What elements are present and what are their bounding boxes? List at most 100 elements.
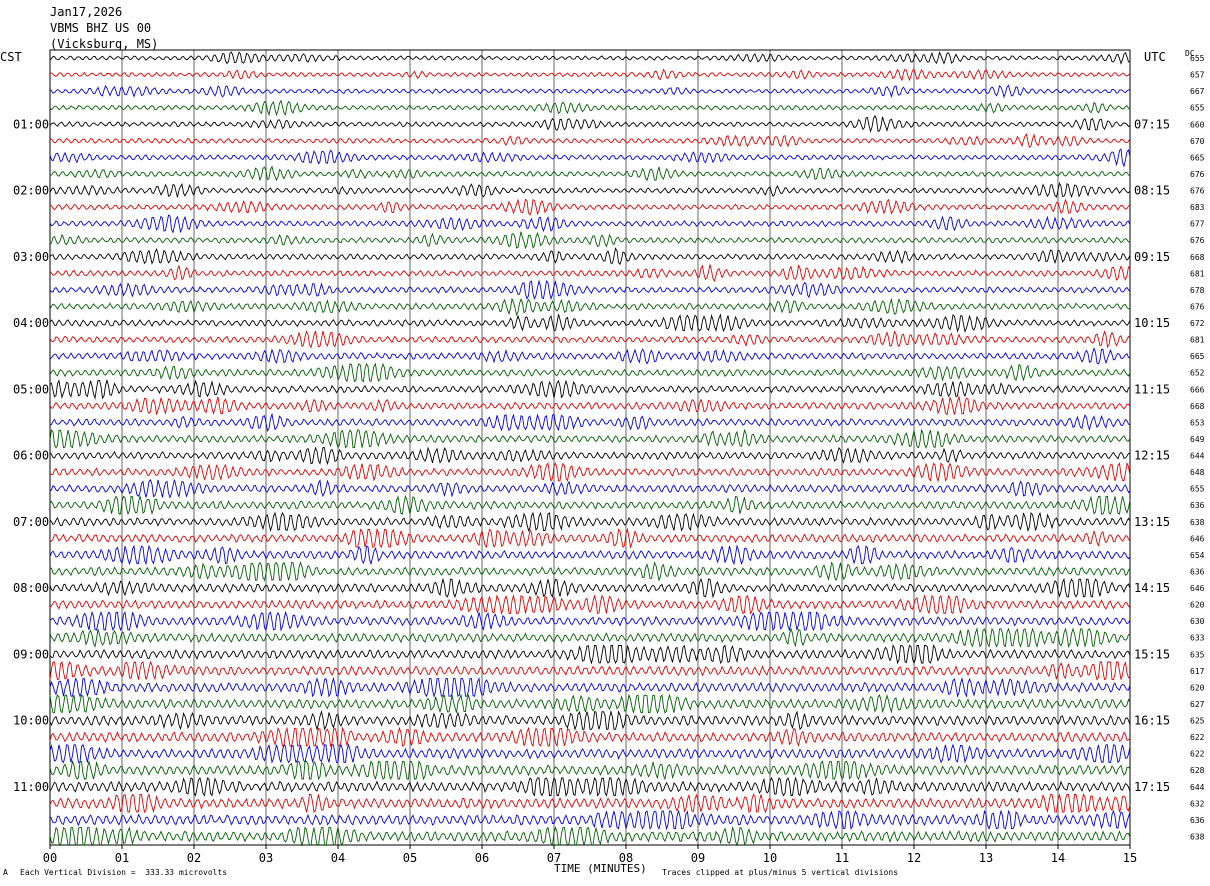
dc-offset-label: 636 [1190, 816, 1205, 825]
right-time-label: 14:15 [1134, 581, 1170, 595]
seismic-trace [49, 644, 1131, 665]
dc-offset-label: 655 [1190, 104, 1205, 113]
seismic-trace [49, 347, 1131, 365]
left-time-label: 11:00 [13, 780, 49, 794]
dc-offset-label: 681 [1190, 269, 1205, 278]
x-tick-label: 09 [691, 851, 705, 865]
right-time-label: 09:15 [1134, 250, 1170, 264]
dc-offset-label: 670 [1190, 137, 1205, 146]
x-tick-label: 03 [259, 851, 273, 865]
seismic-trace [49, 279, 1131, 301]
x-tick-label: 12 [907, 851, 921, 865]
seismic-trace [49, 461, 1131, 483]
seismic-trace [49, 395, 1131, 416]
x-tick-label: 00 [43, 851, 57, 865]
corner-mark: A [3, 868, 8, 877]
right-time-label: 12:15 [1134, 449, 1170, 463]
right-time-label: 13:15 [1134, 515, 1170, 529]
x-tick-label: 15 [1123, 851, 1137, 865]
right-time-label: 16:15 [1134, 714, 1170, 728]
seismic-trace [49, 330, 1131, 349]
dc-offset-label: 683 [1190, 203, 1205, 212]
right-time-label: 15:15 [1134, 647, 1170, 661]
dc-offset-label: 622 [1190, 750, 1205, 759]
seismic-trace [49, 544, 1131, 566]
dc-offset-label: 622 [1190, 733, 1205, 742]
dc-offset-label: 620 [1190, 683, 1205, 692]
seismic-trace [49, 214, 1131, 234]
seismic-trace [49, 809, 1131, 831]
dc-offset-label: 654 [1190, 551, 1205, 560]
dc-offset-label: 625 [1190, 717, 1205, 726]
left-time-label: 07:00 [13, 515, 49, 529]
left-timezone-label: CST [0, 50, 22, 64]
dc-offset-label: 638 [1190, 518, 1205, 527]
dc-offset-label: 646 [1190, 584, 1205, 593]
seismic-trace [49, 165, 1131, 182]
plot-frame [49, 49, 1131, 846]
dc-offset-label: 676 [1190, 236, 1205, 245]
right-time-label: 11:15 [1134, 382, 1170, 396]
dc-offset-label: 635 [1190, 650, 1205, 659]
dc-offset-label: 672 [1190, 319, 1205, 328]
seismic-trace [49, 148, 1131, 168]
seismic-trace [49, 84, 1131, 99]
dc-offset-label: 666 [1190, 385, 1205, 394]
seismic-trace [49, 133, 1131, 149]
dc-offset-label: 649 [1190, 435, 1205, 444]
left-time-label: 09:00 [13, 647, 49, 661]
seismic-trace [49, 610, 1131, 632]
dc-offset-label: 665 [1190, 153, 1205, 162]
dc-offset-label: 620 [1190, 601, 1205, 610]
header-location: (Vicksburg, MS) [50, 37, 159, 51]
x-tick-label: 06 [475, 851, 489, 865]
dc-offset-label: 636 [1190, 501, 1205, 510]
dc-offset-label: 636 [1190, 567, 1205, 576]
dc-offset-label: 665 [1190, 352, 1205, 361]
left-time-label: 10:00 [13, 714, 49, 728]
seismic-trace [49, 627, 1131, 649]
dc-offset-label: 638 [1190, 832, 1205, 841]
seismic-trace [49, 68, 1131, 82]
dc-offset-label: 655 [1190, 54, 1205, 63]
header-station: VBMS BHZ US 00 [50, 21, 152, 35]
dc-offset-label: 677 [1190, 220, 1205, 229]
dc-offset-label: 646 [1190, 534, 1205, 543]
left-time-label: 06:00 [13, 449, 49, 463]
seismic-trace [49, 264, 1131, 283]
seismic-trace [49, 494, 1131, 516]
x-tick-label: 08 [619, 851, 633, 865]
seismic-trace [49, 231, 1131, 250]
right-time-label: 08:15 [1134, 184, 1170, 198]
dc-offset-label: 652 [1190, 369, 1205, 378]
seismic-trace [49, 709, 1131, 731]
dc-offset-label: 627 [1190, 700, 1205, 709]
seismic-trace [49, 726, 1131, 748]
dc-offset-label: 676 [1190, 302, 1205, 311]
station-header: Jan17,2026 VBMS BHZ US 00 (Vicksburg, MS) [50, 4, 158, 52]
seismic-trace [49, 577, 1131, 599]
dc-offset-label: 644 [1190, 452, 1205, 461]
x-tick-label: 02 [187, 851, 201, 865]
dc-offset-label: 644 [1190, 783, 1205, 792]
dc-offset-label: 681 [1190, 336, 1205, 345]
left-time-label: 03:00 [13, 250, 49, 264]
x-tick-label: 14 [1051, 851, 1065, 865]
seismic-trace [49, 511, 1131, 533]
dc-offset-label: 657 [1190, 71, 1205, 80]
seismic-trace [49, 693, 1131, 715]
x-axis-title: TIME (MINUTES) [554, 862, 647, 875]
dc-offset-label: 617 [1190, 667, 1205, 676]
left-time-label: 08:00 [13, 581, 49, 595]
seismic-trace [49, 362, 1131, 383]
x-tick-label: 05 [403, 851, 417, 865]
dc-offset-label: 630 [1190, 617, 1205, 626]
dc-offset-label: 668 [1190, 253, 1205, 262]
dc-offset-label: 660 [1190, 120, 1205, 129]
seismic-trace [49, 181, 1131, 199]
scale-note: Each Vertical Division = 333.33 microvol… [20, 868, 228, 877]
dc-offset-label: 668 [1190, 402, 1205, 411]
seismic-trace [49, 793, 1131, 814]
seismic-trace [49, 594, 1131, 616]
